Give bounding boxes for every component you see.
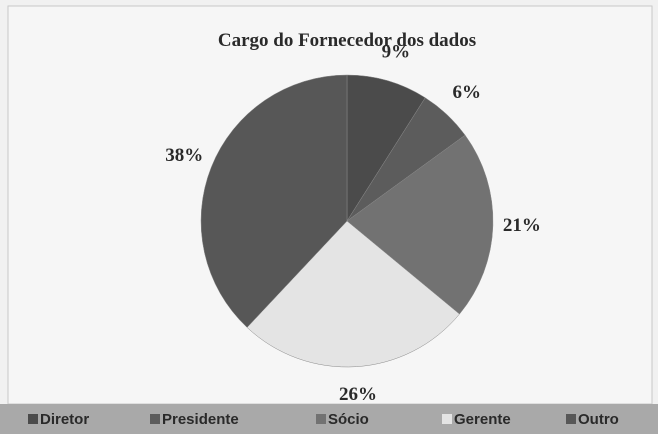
pie-slice [246, 220, 460, 368]
legend-swatch [150, 414, 160, 424]
data-label: 21% [503, 215, 541, 236]
pie-slice [346, 134, 494, 315]
legend-label: Sócio [328, 411, 369, 428]
legend-label: Presidente [162, 411, 239, 428]
legend-label: Outro [578, 411, 619, 428]
legend-label: Diretor [40, 411, 89, 428]
data-label: 9% [382, 41, 411, 62]
legend-swatch [442, 414, 452, 424]
legend-swatch [28, 414, 38, 424]
legend-swatch [316, 414, 326, 424]
data-label: 6% [453, 82, 482, 103]
legend-label: Gerente [454, 411, 511, 428]
data-label: 26% [339, 384, 377, 405]
legend-swatch [566, 414, 576, 424]
legend-band [0, 404, 658, 434]
pie-slice [200, 74, 348, 328]
pie-slice [346, 74, 426, 222]
data-label: 38% [165, 145, 203, 166]
chart-title: Cargo do Fornecedor dos dados [218, 30, 476, 51]
